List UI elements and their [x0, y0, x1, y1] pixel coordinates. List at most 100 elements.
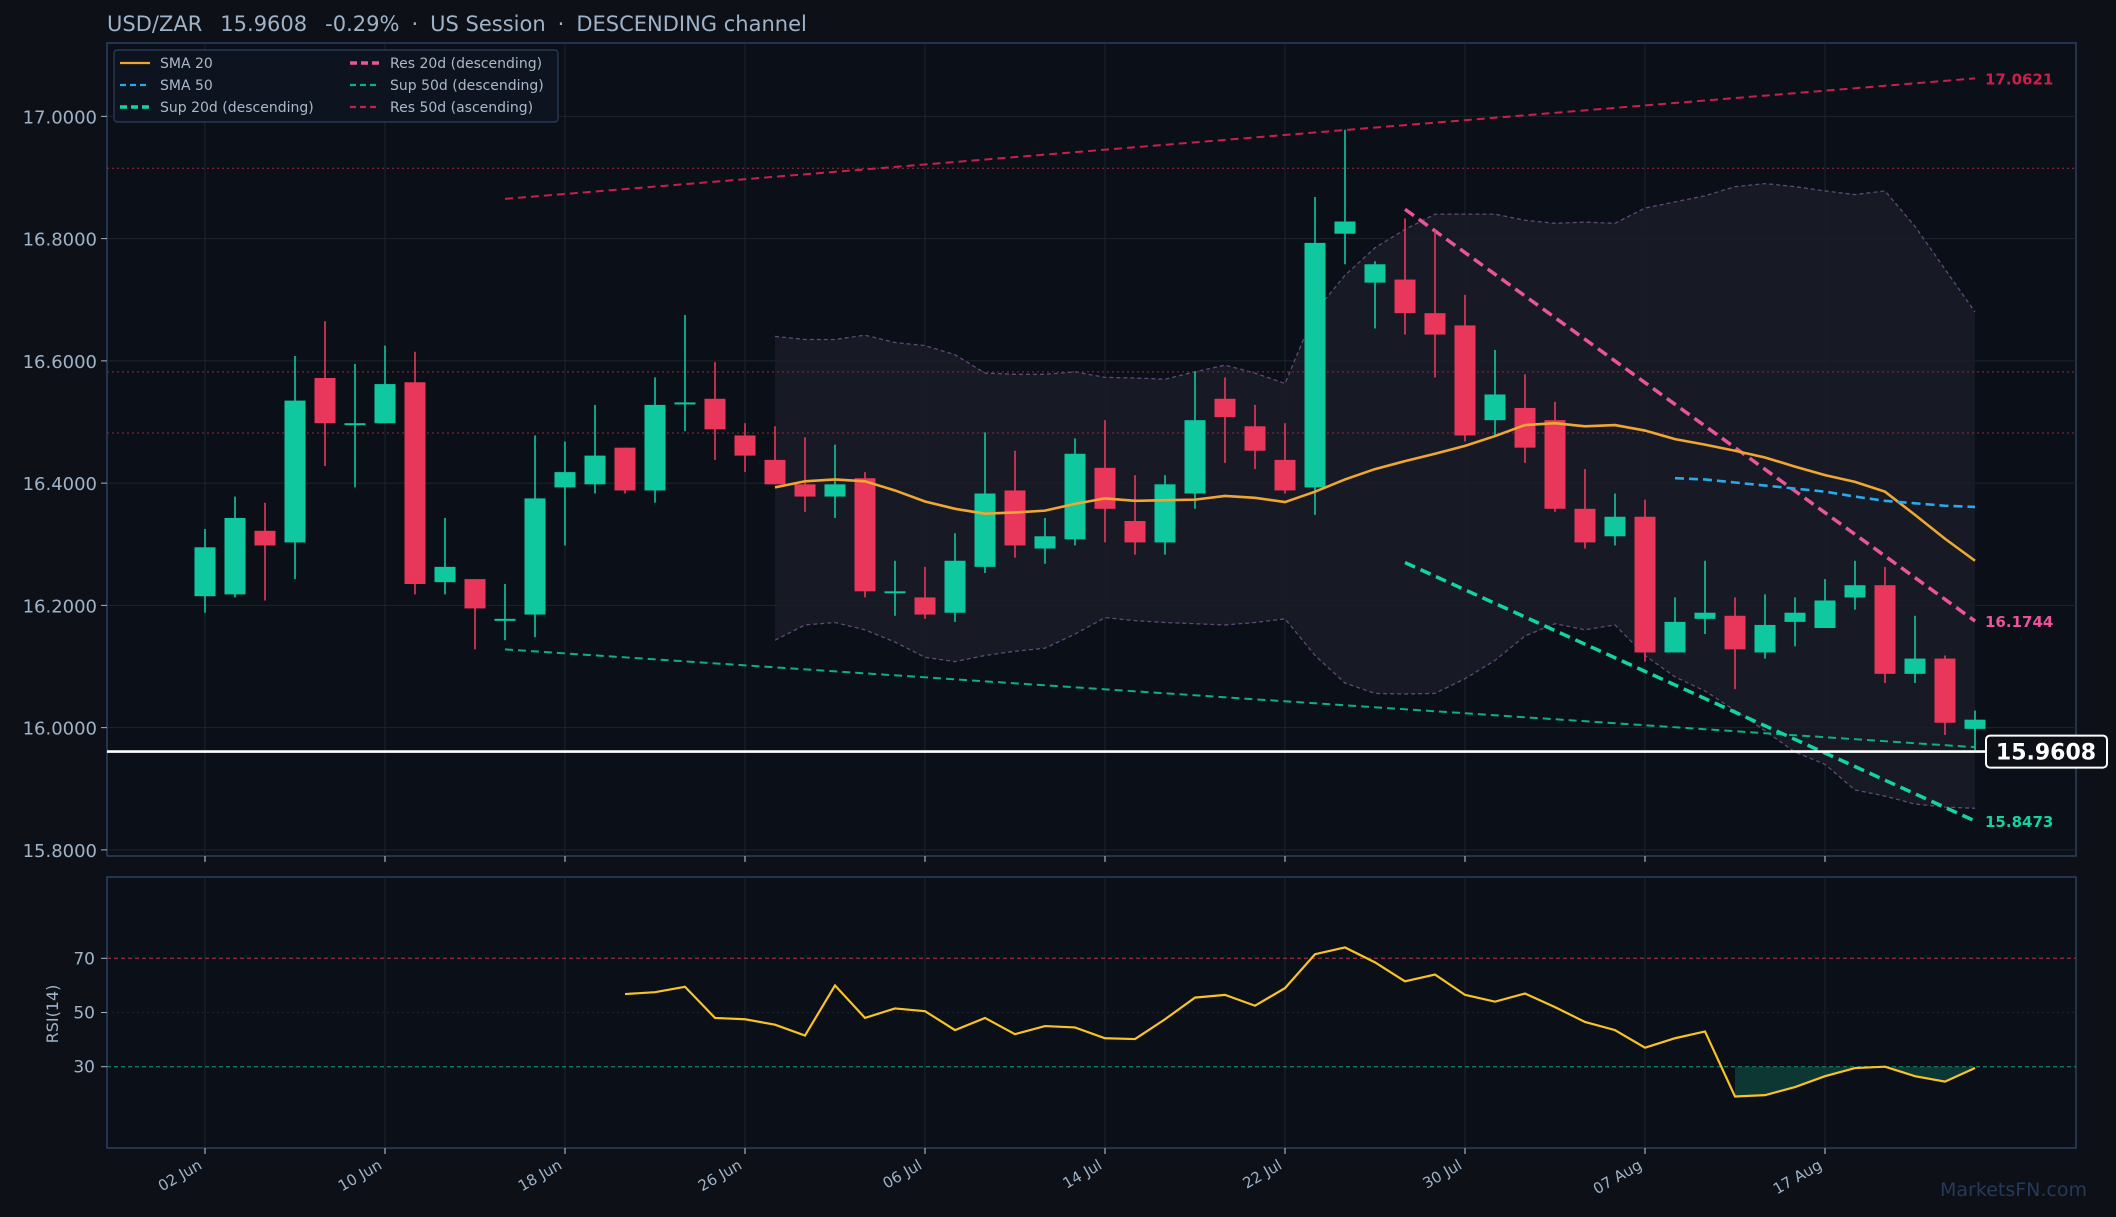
candle-body [1304, 242, 1326, 488]
candle-body [194, 547, 216, 597]
trendline [504, 77, 1976, 200]
candle-body [254, 530, 276, 546]
candle-body [1484, 394, 1506, 421]
candle-body [524, 498, 546, 615]
trendline-label: 16.1744 [1985, 613, 2053, 631]
candle-body [344, 423, 366, 426]
trendline [1403, 207, 1977, 623]
candle-body [584, 455, 606, 485]
candle-body [1754, 624, 1776, 653]
price-tick-label: 15.8000 [23, 841, 97, 862]
legend-label: Sup 50d (descending) [390, 78, 544, 94]
candle-body [1214, 398, 1236, 418]
candle-body [1514, 407, 1536, 448]
candle-body [1364, 264, 1386, 283]
price-tick-label: 16.6000 [23, 352, 97, 373]
candle-body [374, 384, 396, 424]
candle-body [884, 591, 906, 594]
legend-label: Sup 20d (descending) [160, 100, 314, 116]
rsi-tick-label: 50 [73, 1004, 95, 1024]
candle-body [734, 435, 756, 456]
bollinger-lower [774, 616, 1976, 809]
candle-body [404, 382, 426, 584]
rsi-indicator: 30 50 70 [73, 877, 2076, 1148]
candle-body [434, 566, 456, 583]
candle-body [1184, 420, 1206, 494]
rsi-tick-label: 70 [73, 949, 95, 969]
candle-body [854, 478, 876, 592]
candle-body [1004, 490, 1026, 546]
price-tick-label: 16.0000 [23, 719, 97, 740]
price-tick-label: 16.2000 [23, 596, 97, 617]
candle-body [974, 493, 996, 567]
candle-body [1154, 484, 1176, 543]
candle-body [1454, 325, 1476, 436]
trendline [504, 648, 1976, 749]
trendlines: 17.0621 16.1744 15.8473 [504, 70, 2053, 831]
chart-title: USD/ZAR 15.9608 -0.29% · US Session · DESCENDI… [107, 12, 807, 36]
trendline-label: 15.8473 [1985, 813, 2053, 831]
candle-body [1724, 615, 1746, 650]
candle-body [1424, 313, 1446, 335]
legend-label: Res 20d (descending) [390, 56, 542, 72]
candlesticks [194, 129, 1986, 751]
candle-body [554, 472, 576, 488]
watermark: MarketsFN.com [1940, 1179, 2087, 1201]
candle-body [1034, 536, 1056, 549]
price-tick-label: 17.0000 [23, 107, 97, 128]
rsi-axis-label: RSI(14) [43, 985, 62, 1044]
candle-body [494, 618, 516, 621]
rsi-oversold-fill [1735, 1066, 1975, 1097]
legend: SMA 20 SMA 50 Sup 20d (descending) Res 20d … [113, 49, 559, 123]
candle-body [1544, 420, 1566, 509]
candle-body [1964, 719, 1986, 729]
candle-body [794, 484, 816, 497]
candle-body [1574, 508, 1596, 543]
price-tick-label: 16.4000 [23, 474, 97, 495]
candle-body [1274, 459, 1296, 491]
candle-body [1244, 426, 1266, 451]
candle-body [644, 404, 666, 491]
candle-body [944, 560, 966, 613]
last-price: 15.9608 [107, 734, 2108, 769]
candle-body [1934, 658, 1956, 723]
candle-body [1334, 221, 1356, 234]
candle-body [914, 597, 936, 615]
candle-body [824, 484, 846, 497]
trendline-label: 17.0621 [1985, 70, 2053, 88]
moving-averages [774, 421, 1976, 562]
legend-label: Res 50d (ascending) [390, 100, 533, 116]
candle-body [704, 398, 726, 430]
candle-body [1874, 585, 1896, 674]
candle-body [284, 400, 306, 543]
candle-body [1844, 585, 1866, 598]
candle-body [464, 579, 486, 609]
bollinger-upper [774, 182, 1976, 385]
legend-box [113, 49, 559, 123]
candle-body [1664, 621, 1686, 653]
rsi-line [624, 946, 1976, 1098]
legend-label: SMA 20 [160, 56, 213, 72]
horizontal-levels [107, 167, 2076, 434]
last-price-label: 15.9608 [1996, 741, 2096, 766]
candle-body [1604, 516, 1626, 537]
candle-body [1064, 453, 1086, 540]
price-tick-label: 16.8000 [23, 230, 97, 251]
sma20-line [774, 421, 1976, 562]
candle-body [1634, 516, 1656, 653]
candle-body [224, 517, 246, 595]
last-price-badge [1985, 734, 2108, 769]
candle-body [1784, 612, 1806, 622]
candle-body [1694, 612, 1716, 619]
candle-body [314, 377, 336, 424]
legend-label: SMA 50 [160, 78, 213, 94]
price-axis: 15.8000 16.0000 16.2000 16.4000 16.6000 16.80… [23, 107, 107, 862]
candle-body [1904, 658, 1926, 674]
candle-body [764, 459, 786, 485]
trendline [1404, 560, 1976, 823]
candle-body [1394, 279, 1416, 314]
candle-body [1094, 467, 1116, 509]
candle-body [614, 447, 636, 491]
sma50-line [1674, 476, 1976, 509]
candle-body [1814, 600, 1836, 628]
